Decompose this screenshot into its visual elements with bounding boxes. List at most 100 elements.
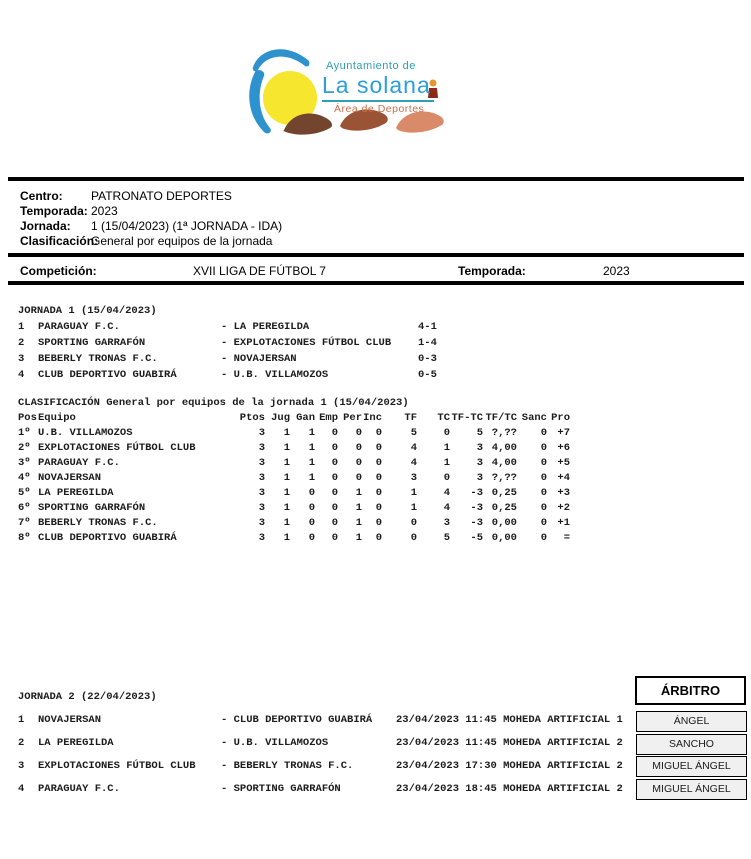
cell: 1 [283,502,290,514]
col-tf: TF [404,412,417,424]
cell: 0 [331,457,338,469]
cell: 0 [540,502,547,514]
cell: 0 [410,517,417,529]
cell: 0,25 [491,487,517,499]
clasificacion-value: General por equipos de la jornada [91,234,273,248]
home-team: NOVAJERSAN [38,714,102,726]
jornada2-match-row: 1 NOVAJERSAN - CLUB DEPORTIVO GUABIRÁ 23… [18,714,728,729]
cell: 0 [375,457,382,469]
cell: 3 [476,472,483,484]
match-score: 4-1 [418,321,437,333]
arbitro-header: ÁRBITRO [635,676,746,705]
divider-competition [8,281,744,285]
cell: 3 [258,517,265,529]
cell: 0 [540,517,547,529]
match-number: 3 [18,353,25,365]
cell: 1 [355,517,362,529]
cell: 1 [283,427,290,439]
col-equipo: Equipo [38,412,76,424]
table-row: 5º LA PEREGILDA 3 1 0 0 1 0 1 4 -3 0,25 … [18,486,570,501]
cell: 0 [355,442,362,454]
cell: 1 [308,427,315,439]
cell: -5 [470,532,483,544]
table-row: 4º NOVAJERSAN 3 1 1 0 0 0 3 0 3 ?,?? 0 +… [18,471,570,486]
cell: 4,00 [491,442,517,454]
cell: 1 [443,442,450,454]
cell: 0 [308,517,315,529]
cell: 1 [283,457,290,469]
col-emp: Emp [319,412,338,424]
cell: 0 [331,442,338,454]
competition-label: Competición: [20,264,97,278]
home-team: PARAGUAY F.C. [38,783,120,795]
cell: 0 [410,532,417,544]
cell: 0 [331,532,338,544]
cell-equipo: LA PEREGILDA [38,487,114,499]
cell: 0 [375,427,382,439]
centro-value: PATRONATO DEPORTES [91,189,232,203]
arbitro-name-cell: ÁNGEL [636,711,747,732]
cell: +4 [557,472,570,484]
cell: 0 [375,517,382,529]
logo-figure-body-icon [428,88,438,98]
arbitro-box: ÁRBITRO ÁNGEL SANCHO MIGUEL ÁNGEL MIGUEL… [635,676,748,802]
cell: 0 [375,532,382,544]
match-score: 1-4 [418,337,437,349]
cell: 5 [476,427,483,439]
cell: 0 [355,427,362,439]
match-number: 4 [18,369,25,381]
cell: 0 [443,472,450,484]
arbitro-name-cell: MIGUEL ÁNGEL [636,756,747,777]
arbitro-name-cell: SANCHO [636,734,747,755]
match-datetime: 23/04/2023 17:30 MOHEDA ARTIFICIAL 2 [396,760,623,772]
col-tftc: TF-TC [451,412,483,424]
cell: 1 [308,472,315,484]
cell: 0 [375,487,382,499]
cell: 0 [540,472,547,484]
away-team: - NOVAJERSAN [221,353,297,365]
season-label: Temporada: [458,264,526,278]
cell: 1 [355,502,362,514]
cell-pos: 4º [18,472,31,484]
match-number: 1 [18,321,25,333]
la-solana-logo-graphic [249,49,444,135]
away-team: - CLUB DEPORTIVO GUABIRÁ [221,714,373,726]
divider-top [8,177,744,181]
cell: 0 [331,502,338,514]
cell-pos: 2º [18,442,31,454]
cell: +3 [557,487,570,499]
col-inc: Inc [363,412,382,424]
away-team: - U.B. VILLAMOZOS [221,369,329,381]
cell: 1 [410,502,417,514]
season-value: 2023 [603,264,630,278]
clasificacion-label: Clasificación: [20,234,99,248]
away-team: - LA PEREGILDA [221,321,310,333]
away-team: - BEBERLY TRONAS F.C. [221,760,354,772]
cell: ?,?? [491,427,517,439]
cell-pos: 3º [18,457,31,469]
table-row: 2º EXPLOTACIONES FÚTBOL CLUB 3 1 1 0 0 0… [18,441,570,456]
cell: 3 [476,442,483,454]
cell: 4 [443,502,450,514]
cell: 1 [283,532,290,544]
cell: 0 [540,532,547,544]
away-team: - SPORTING GARRAFÓN [221,783,341,795]
match-number: 2 [18,737,25,749]
logo-underline [322,100,434,102]
cell: 1 [308,457,315,469]
match-number: 3 [18,760,25,772]
cell: 0 [540,487,547,499]
cell: 0 [443,427,450,439]
cell: 4 [443,487,450,499]
logo-text-line2: La solana [322,72,431,98]
la-solana-logo: Ayuntamiento de La solana Área de Deport… [248,40,463,140]
cell: 3 [258,457,265,469]
cell: 3 [410,472,417,484]
cell: 3 [258,532,265,544]
logo-blue-left-swoosh-shape [249,70,271,134]
col-tc: TC [437,412,450,424]
jornada1-match-row: 1 PARAGUAY F.C. - LA PEREGILDA 4-1 [18,321,728,336]
table-row: 1º U.B. VILLAMOZOS 3 1 1 0 0 0 5 0 5 ?,?… [18,426,570,441]
match-datetime: 23/04/2023 11:45 MOHEDA ARTIFICIAL 1 [396,714,623,726]
